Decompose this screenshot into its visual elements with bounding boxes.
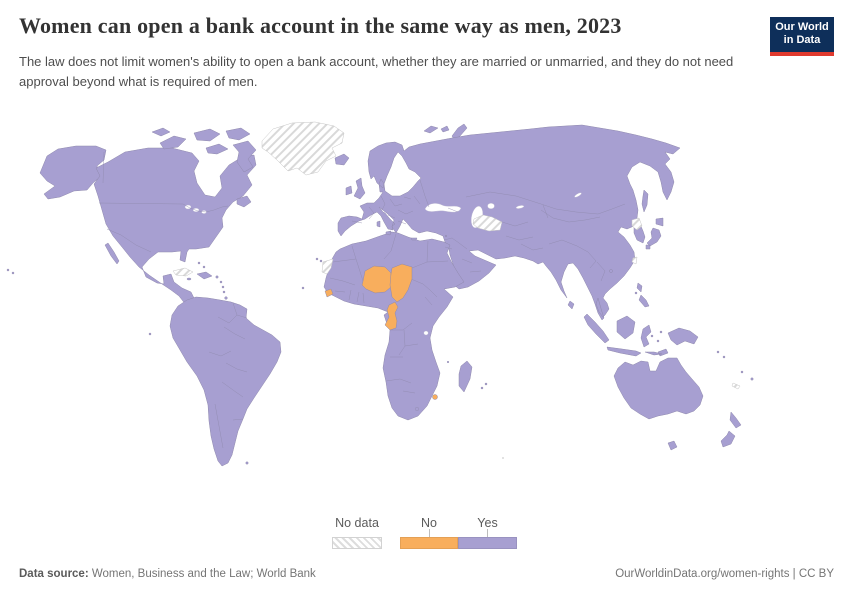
region-sri-lanka — [567, 300, 575, 310]
region-madagascar — [458, 360, 473, 393]
data-source-value: Women, Business and the Law; World Bank — [88, 568, 316, 580]
landmass-yes[interactable] — [6, 123, 754, 467]
region-lesser-sunda — [644, 348, 669, 357]
country-niger[interactable] — [361, 265, 392, 294]
legend-swatch-no-data[interactable] — [332, 537, 382, 549]
country-western-sahara[interactable] — [321, 258, 334, 275]
region-sakhalin — [641, 189, 649, 213]
lake-balkhash — [515, 205, 525, 209]
country-turkmenistan[interactable] — [472, 214, 503, 232]
owid-logo-line1: Our World — [775, 21, 829, 33]
legend-swatch-yes[interactable] — [458, 537, 517, 549]
countries-no[interactable] — [324, 263, 438, 400]
region-svalbard — [423, 125, 450, 134]
region-great-britain — [353, 177, 366, 200]
territory-new-caledonia[interactable] — [731, 382, 741, 390]
owid-attribution-link[interactable]: OurWorldinData.org/women-rights | CC BY — [615, 568, 834, 580]
region-new-zealand — [720, 411, 742, 448]
legend-label-no: No — [421, 516, 437, 530]
legend-label-no-data: No data — [335, 516, 379, 530]
region-new-guinea — [667, 327, 699, 346]
lake-victoria — [423, 330, 429, 336]
legend-tick-no — [429, 529, 430, 537]
region-sicily — [385, 230, 392, 236]
region-south-america — [169, 296, 282, 467]
country-borders — [98, 151, 626, 449]
country-chad[interactable] — [389, 263, 413, 303]
region-hispaniola — [196, 271, 213, 280]
legend-label-yes: Yes — [477, 516, 498, 530]
region-iceland — [334, 153, 350, 166]
country-guinea-bissau[interactable] — [324, 288, 334, 298]
page-title: Women can open a bank account in the sam… — [19, 13, 622, 38]
country-greenland[interactable] — [261, 121, 345, 176]
region-arctic-islands — [151, 127, 257, 173]
region-eurasia — [337, 124, 681, 321]
region-java — [606, 346, 642, 357]
countries-no-data[interactable] — [172, 121, 741, 459]
country-taiwan[interactable] — [631, 256, 638, 265]
data-source-label: Data source: — [19, 568, 89, 580]
region-tasmania — [667, 440, 678, 451]
region-sardinia — [376, 220, 381, 228]
region-newfoundland — [236, 195, 252, 208]
region-north-america — [93, 147, 257, 311]
region-ireland — [345, 185, 353, 196]
country-north-korea[interactable] — [631, 217, 643, 231]
chart-subtitle: The law does not limit women's ability t… — [19, 54, 734, 89]
owid-logo-line2: in Data — [783, 34, 821, 46]
territory-kerguelen — [502, 457, 504, 459]
aral-sea — [487, 202, 495, 209]
owid-logo[interactable]: Our World in Data — [770, 17, 834, 56]
country-cameroon[interactable] — [384, 301, 399, 331]
region-philippines — [636, 282, 650, 308]
data-source: Data source: Women, Business and the Law… — [19, 568, 316, 580]
region-sumatra — [583, 313, 610, 344]
region-sulawesi — [640, 324, 652, 348]
region-baja — [104, 242, 120, 265]
black-sea — [424, 203, 462, 213]
legend-tick-yes — [487, 529, 488, 537]
region-borneo — [616, 315, 636, 340]
legend-swatch-no[interactable] — [400, 537, 458, 549]
region-japan — [645, 217, 664, 250]
lake-baikal — [574, 192, 582, 198]
region-crete — [410, 237, 418, 241]
country-cuba[interactable] — [172, 267, 194, 277]
region-alaska — [39, 145, 107, 200]
region-australia — [613, 357, 704, 420]
country-eswatini[interactable] — [432, 394, 438, 400]
